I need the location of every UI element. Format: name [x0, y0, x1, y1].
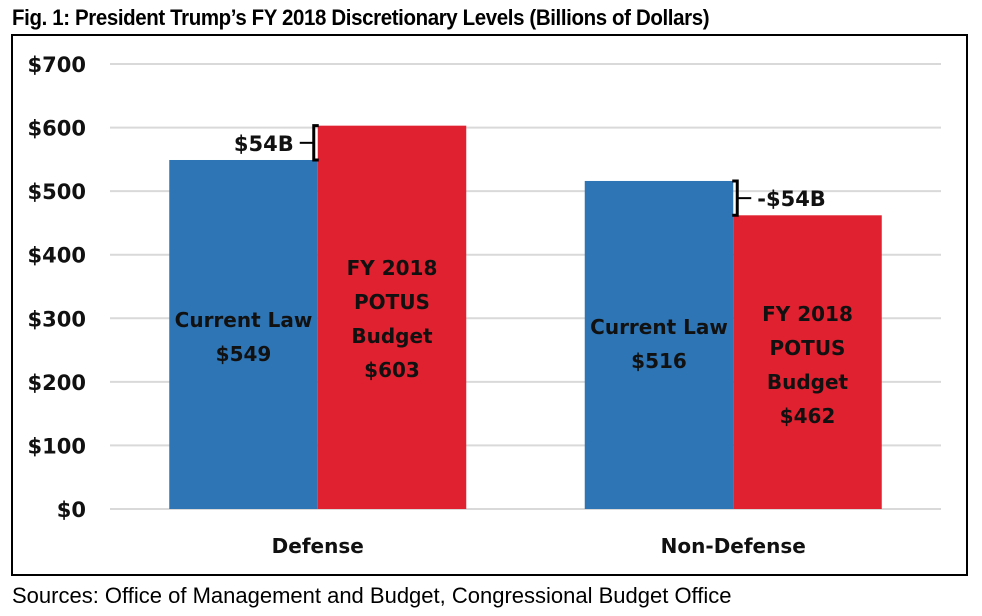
- bar-data-label: $462: [780, 404, 836, 428]
- difference-label: $54B: [234, 132, 294, 156]
- bar-data-label: POTUS: [770, 336, 846, 360]
- bar-current-law: [584, 180, 734, 509]
- y-tick-label: $200: [28, 371, 86, 395]
- y-tick-label: $700: [28, 53, 86, 77]
- source-note: Sources: Office of Management and Budget…: [12, 583, 732, 608]
- bar-data-label: $549: [216, 342, 272, 366]
- bar-data-label: Budget: [767, 370, 849, 394]
- bar-data-label: $603: [364, 358, 420, 382]
- y-tick-label: $0: [57, 498, 86, 522]
- y-tick-label: $100: [28, 434, 86, 458]
- y-tick-label: $300: [28, 307, 86, 331]
- bar-potus-budget: [317, 125, 467, 510]
- bar-data-label: Budget: [351, 324, 433, 348]
- bar-data-label: $516: [631, 349, 687, 373]
- x-tick-label: Defense: [272, 534, 364, 558]
- difference-label: -$54B: [757, 187, 826, 211]
- bar-potus-budget: [733, 215, 882, 510]
- chart-frame: [11, 34, 968, 576]
- bar-data-label: FY 2018: [762, 302, 853, 326]
- bar-current-law: [169, 159, 318, 509]
- bar-data-label: Current Law: [175, 308, 313, 332]
- x-tick-label: Non-Defense: [661, 534, 806, 558]
- bar-data-label: FY 2018: [347, 256, 438, 280]
- y-tick-label: $400: [28, 244, 86, 268]
- y-tick-label: $600: [28, 117, 86, 141]
- bar-data-label: POTUS: [354, 290, 430, 314]
- chart-title: Fig. 1: President Trump’s FY 2018 Discre…: [12, 5, 710, 30]
- bar-data-label: Current Law: [590, 315, 728, 339]
- y-tick-label: $500: [28, 180, 86, 204]
